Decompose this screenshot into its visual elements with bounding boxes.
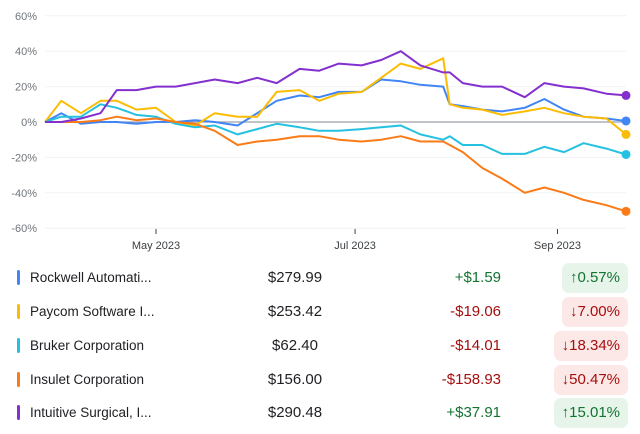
series-line	[44, 78, 627, 127]
stock-name: Bruker Corporation	[30, 338, 145, 353]
y-tick-label: -40%	[11, 188, 37, 200]
price-change: +$37.91	[446, 404, 501, 421]
series-end-marker	[621, 116, 631, 126]
series-color-indicator	[17, 270, 20, 285]
percent-change-badge: ↑0.57%	[561, 263, 628, 293]
percent-change-badge: ↓7.00%	[561, 297, 628, 327]
y-tick-label: -20%	[11, 152, 37, 164]
stock-row[interactable]: Paycom Software I... $253.42 -$19.06 ↓7.00%	[0, 295, 640, 329]
x-tick-label: Jul 2023	[334, 240, 376, 252]
y-tick-label: 20%	[15, 82, 37, 94]
series-end-marker	[621, 90, 631, 100]
price-change: -$19.06	[450, 303, 501, 320]
stock-name: Rockwell Automati...	[30, 270, 152, 285]
y-tick-label: 0%	[21, 117, 37, 129]
stock-price: $279.99	[267, 269, 323, 286]
y-tick-label: 40%	[15, 46, 37, 58]
percent-change-badge: ↓50.47%	[553, 365, 628, 395]
stock-row[interactable]: Insulet Corporation $156.00 -$158.93 ↓50.47…	[0, 363, 640, 397]
y-tick-label: -60%	[11, 223, 37, 235]
y-tick-label: 60%	[15, 11, 37, 23]
series-color-indicator	[17, 372, 20, 387]
x-tick-label: Sep 2023	[534, 240, 581, 252]
percent-change-badge: ↑15.01%	[553, 398, 628, 428]
series-end-marker	[621, 206, 631, 216]
series-line	[44, 103, 627, 156]
stock-price: $62.40	[272, 337, 318, 354]
stock-price: $156.00	[267, 371, 323, 388]
series-end-marker	[621, 149, 631, 159]
price-change: +$1.59	[454, 269, 501, 286]
comparison-chart[interactable]: 60% 40% 20% 0% -20% -40% -60% May 2023 Jul 2023 S…	[0, 0, 640, 256]
series-end-marker	[621, 129, 631, 139]
price-change: -$14.01	[450, 337, 501, 354]
series-color-indicator	[17, 338, 20, 353]
series-color-indicator	[17, 405, 20, 420]
stock-name: Paycom Software I...	[30, 304, 155, 319]
series-line	[44, 57, 627, 136]
stock-name: Intuitive Surgical, I...	[30, 405, 152, 420]
stock-row[interactable]: Rockwell Automati... $279.99 +$1.59 ↑0.57%	[0, 261, 640, 295]
stock-row[interactable]: Intuitive Surgical, I... $290.48 +$37.91 ↑1…	[0, 396, 640, 430]
stock-name: Insulet Corporation	[30, 372, 145, 387]
series-line	[45, 115, 627, 213]
stock-price: $290.48	[267, 404, 323, 421]
stock-price: $253.42	[267, 303, 323, 320]
percent-change-badge: ↓18.34%	[553, 331, 628, 361]
series-color-indicator	[17, 304, 20, 319]
stock-row[interactable]: Bruker Corporation $62.40 -$14.01 ↓18.34%	[0, 329, 640, 363]
x-tick-label: May 2023	[132, 240, 180, 252]
price-change: -$158.93	[441, 371, 501, 388]
series-line	[45, 50, 627, 123]
